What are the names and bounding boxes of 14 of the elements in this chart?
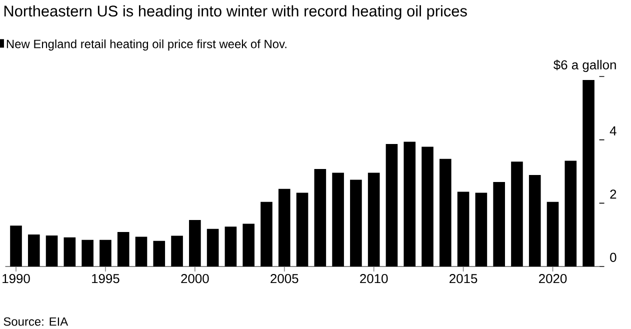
source-note: Source: EIA [4,317,68,326]
legend-label: New England retail heating oil price first week of Nov. [6,39,286,51]
y-tick-label: 0 [610,252,616,262]
y-tick-label: 2 [610,190,616,199]
x-tick-label: 1990 [2,274,30,284]
x-tick-label: 1995 [92,274,120,284]
x-tick-label: 2015 [450,274,478,284]
x-tick-label: 2010 [360,274,388,284]
x-tick-label: 2005 [270,274,298,284]
y-tick-label: $6 a gallon [554,60,616,72]
chart-title: Northeastern US is heading into winter with record heating oil prices [4,5,467,20]
x-tick-label: 2020 [539,274,567,284]
y-tick-label: 4 [610,126,616,136]
x-tick-label: 2000 [181,274,209,284]
